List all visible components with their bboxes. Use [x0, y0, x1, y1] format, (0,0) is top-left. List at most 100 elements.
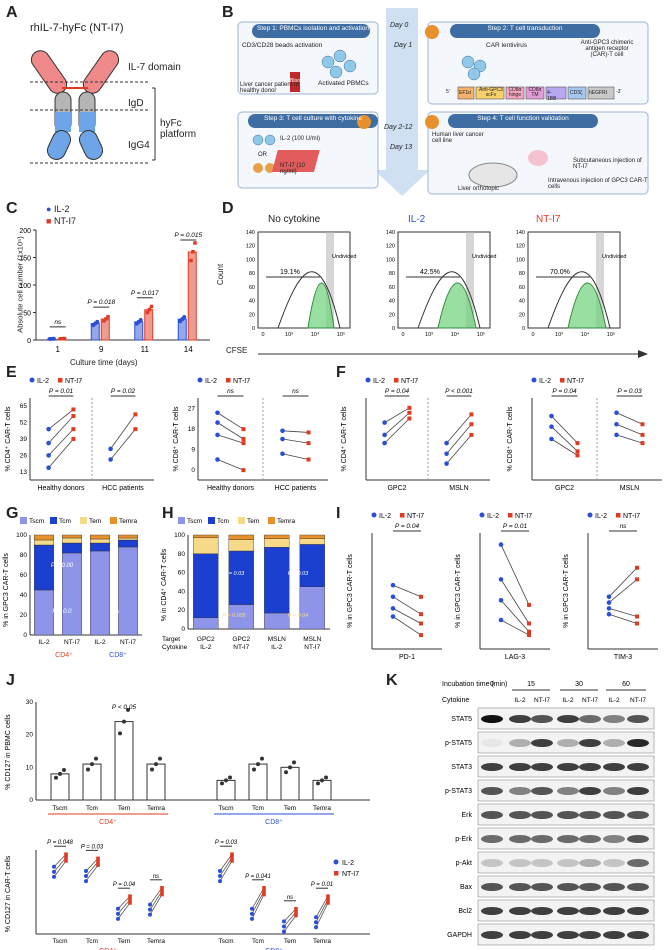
h-cytokine: NT-I7 — [233, 644, 249, 651]
workflow-diagram — [237, 8, 649, 196]
step3-il2: IL-2 (100 U/ml) — [280, 136, 321, 142]
e-left-nti7-point — [133, 427, 138, 432]
panel-label: I — [336, 505, 341, 522]
h-segment-tscm — [193, 617, 219, 630]
d-pct: 42.5% — [420, 269, 440, 276]
k-band — [509, 787, 531, 795]
g-legend-swatch — [20, 517, 27, 524]
i-tim-3-pair-line — [608, 613, 638, 624]
i-lag-3-legend-il2-dot — [479, 512, 485, 518]
k-band — [481, 739, 503, 747]
j-top-point — [320, 778, 324, 783]
e-right-pair-line — [282, 430, 309, 433]
c-xlabel: Culture time (days) — [70, 358, 138, 367]
i-pd-1-ylabel: % in GPC3 CAR-T cells — [347, 554, 354, 628]
i-lag-3-il2-point — [498, 597, 504, 603]
j-bot-nti7-point — [160, 892, 164, 897]
j-bot-nti7-point — [64, 852, 68, 856]
k-band — [557, 883, 579, 891]
h-cytokine: IL-2 — [200, 644, 212, 651]
k-band — [603, 907, 625, 915]
c-point — [62, 336, 67, 341]
c-point — [95, 319, 100, 324]
k-band — [579, 739, 601, 747]
j-bot-pair-line — [85, 864, 99, 882]
k-band — [627, 835, 649, 843]
e-right-pair-line — [217, 412, 244, 430]
step4-line: Human liver cancer cell line — [432, 132, 484, 144]
j-legend-nti7-dot — [334, 871, 339, 876]
f-left-il2-point — [382, 432, 387, 438]
k-protein-label: Bcl2 — [458, 908, 472, 915]
d-y-tick: 100 — [386, 257, 395, 263]
h-pvalue: P = 0.03 — [224, 571, 245, 577]
j-bot-pair-line — [251, 887, 265, 909]
k-band — [509, 859, 531, 867]
h-segment-tscm — [264, 612, 290, 630]
k-band — [603, 931, 625, 939]
c-pvalue: P = 0.018 — [87, 299, 115, 306]
d-histogram — [437, 282, 477, 329]
i-tim-3-ylabel: % in GPC3 CAR-T cells — [563, 554, 570, 628]
e-right-ylabel: % CD8⁺ CAR-T cells — [173, 406, 180, 472]
e-left-il2-point — [46, 440, 51, 446]
g-y-tick: 80 — [20, 552, 28, 559]
d-x-tick: 10⁵ — [607, 331, 615, 338]
i-lag-3-group-label: LAG-3 — [505, 654, 525, 661]
panel-j: J 0 10 20 30 % CD127 in PBMC cells Tscm Tcm Tem… — [0, 672, 380, 950]
c-bar — [144, 309, 154, 341]
j-bot-nti7-point — [96, 859, 100, 864]
d-y-tick: 140 — [516, 230, 525, 236]
j-bot-nti7-point — [128, 897, 132, 902]
d-y-tick: 60 — [389, 285, 395, 291]
j-bot-pair-line — [283, 908, 297, 922]
e-right-legend-nti7-dot — [226, 378, 231, 383]
j-top-point — [158, 756, 162, 761]
j-top-point — [288, 765, 292, 770]
panel-k: K Incubation time (min) Cytokine 0 15 30 60 IL… — [380, 672, 669, 950]
d-y-tick: 80 — [249, 271, 255, 277]
i-tim-3-nti7-point — [635, 621, 639, 626]
i-tim-3-nti7-point — [635, 565, 639, 570]
k-band — [531, 715, 553, 723]
i-lag-3-pvalue: P = 0.01 — [503, 523, 528, 530]
h-y-tick: 60 — [178, 570, 186, 577]
step1-beads: CD3/CD28 beads activation — [242, 42, 323, 49]
i-pd-1-nti7-point — [419, 612, 423, 617]
j-bot-pair-line — [149, 890, 163, 910]
f-right-pair-line — [616, 412, 643, 425]
e-right-pvalue: ns — [227, 388, 235, 395]
g-bar-label: NT-I7 — [64, 639, 80, 646]
day-2-12: Day 2-12 — [384, 124, 413, 131]
j-legend-nti7: NT-I7 — [342, 871, 359, 878]
g-segment-tem — [89, 538, 110, 544]
e-right-nti7-point — [241, 437, 246, 441]
g-bar-label: NT-I7 — [120, 639, 136, 646]
hyfc-platform-label: hyFc platform — [160, 118, 197, 140]
e-right-il2-point — [280, 436, 285, 442]
f-left-pair-line — [384, 407, 410, 423]
legend-il2-label: IL-2 — [53, 204, 70, 214]
j-bot-pair-line — [117, 902, 131, 920]
j-bot-pvalue: P = 0.04 — [113, 882, 136, 888]
e-left-legend-nti7-dot — [58, 378, 63, 383]
k-band — [509, 715, 531, 723]
panel-label: B — [222, 4, 234, 21]
j-bot-pair-line — [149, 887, 163, 905]
j-top-subset: Tcm — [86, 805, 98, 812]
j-top-cd4: CD4⁺ — [99, 819, 117, 826]
f-right-group-label: GPC2 — [555, 485, 574, 492]
i-pd-1-pair-line — [392, 616, 422, 636]
j-top-point — [252, 767, 256, 772]
step1-title: Step 1: PBMCs isolation and activation — [256, 25, 369, 32]
k-band — [509, 883, 531, 891]
d-x-tick: 10³ — [555, 332, 563, 338]
k-band — [557, 931, 579, 939]
i-pd-1-legend-il2-dot — [371, 512, 377, 518]
k-protein-label: GAPDH — [447, 932, 472, 939]
panel-i: I % in GPC3 CAR-T cells PD-1 P = 0.04 IL-2 N… — [336, 505, 669, 675]
f-left-legend-nti7-dot — [394, 378, 399, 383]
j-bot-nti7-point — [64, 859, 68, 863]
j-top-subset: Tscm — [218, 805, 233, 812]
j-top-ylabel: % CD127 in PBMC cells — [5, 714, 12, 790]
